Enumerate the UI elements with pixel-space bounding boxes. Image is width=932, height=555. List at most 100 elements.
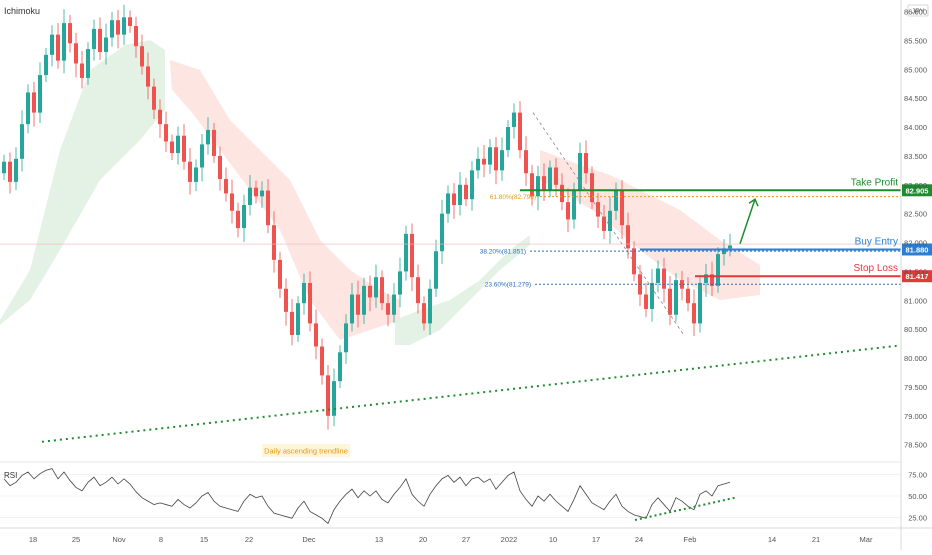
candle-body	[176, 135, 180, 154]
candle-body	[164, 124, 168, 142]
candle-body	[140, 46, 144, 67]
candle-body	[68, 23, 72, 44]
currency-badge[interactable]	[907, 4, 929, 17]
price-tick-label: 79.500	[904, 383, 927, 392]
time-tick-label: 20	[419, 535, 427, 544]
overlays: 61.80%(82.796) 38.20%(81.851) 23.60%(81.27…	[0, 112, 932, 457]
candle-body	[524, 150, 528, 174]
price-tick-label: 79.000	[904, 412, 927, 421]
candle-body	[134, 25, 138, 47]
candle-body	[608, 210, 612, 231]
candle-body	[26, 92, 30, 125]
candle-body	[398, 271, 402, 295]
time-tick-label: 27	[462, 535, 470, 544]
rsi-pane	[3, 468, 736, 525]
candle-body	[92, 28, 96, 50]
level-label-buy_entry: Buy Entry	[855, 236, 898, 247]
candle-body	[530, 173, 534, 197]
candle-body	[356, 294, 360, 315]
candle-body	[548, 167, 552, 191]
time-tick-label: Feb	[684, 535, 697, 544]
candle-body	[62, 23, 66, 61]
time-tick-label: 15	[200, 535, 208, 544]
candle-body	[206, 129, 210, 145]
trendline-label: Daily ascending trendline	[264, 447, 348, 456]
price-tick-label: 80.000	[904, 354, 927, 363]
candle-body	[272, 225, 276, 260]
candle-body	[416, 277, 420, 304]
price-tick-label: 83.000	[904, 181, 927, 190]
candle-body	[644, 294, 648, 309]
time-tick-label: 24	[635, 535, 643, 544]
price-tick-label: 85.500	[904, 36, 927, 45]
candle-body	[446, 193, 450, 214]
candle-body	[224, 179, 228, 194]
price-tick-label: 85.000	[904, 65, 927, 74]
candle-body	[716, 254, 720, 286]
trendline-label-bg	[262, 444, 350, 457]
price-tick-label: 83.500	[904, 152, 927, 161]
candle-body	[182, 135, 186, 162]
candle-body	[158, 109, 162, 125]
candle-body	[470, 170, 474, 200]
candle-body	[350, 294, 354, 324]
time-tick-label: 25	[72, 535, 80, 544]
candle-body	[584, 153, 588, 174]
candle-body	[566, 202, 570, 220]
price-tick-label: 84.000	[904, 123, 927, 132]
price-tick-label: 81.000	[904, 296, 927, 305]
rsi-tick-label: 50.00	[908, 492, 927, 501]
candle-body	[8, 161, 12, 182]
candle-body	[2, 161, 6, 174]
time-tick-label: Nov	[112, 535, 126, 544]
price-tick-label: 82.500	[904, 210, 927, 219]
candle-body	[386, 303, 390, 315]
level-value-stop_loss: 81.417	[906, 272, 929, 281]
fib-label: 38.20%(81.851)	[480, 249, 526, 256]
candle-body	[596, 202, 600, 217]
candle-body	[614, 190, 618, 211]
candle-body	[146, 66, 150, 87]
indicator-label: Ichimoku	[4, 6, 40, 16]
candle-body	[284, 288, 288, 312]
projection-arrow	[739, 198, 756, 244]
candle-body	[248, 187, 252, 206]
candle-body	[290, 311, 294, 335]
candle-body	[368, 285, 372, 298]
candle-body	[422, 303, 426, 324]
candle-body	[662, 268, 666, 289]
time-tick-label: 2022	[501, 535, 518, 544]
candle-body	[296, 303, 300, 335]
level-badge-stop_loss	[902, 270, 932, 283]
candle-body	[344, 323, 348, 353]
candle-body	[728, 245, 732, 249]
candle-body	[380, 277, 384, 304]
candle-body	[44, 54, 48, 76]
rsi-tick-label: 25.00	[908, 513, 927, 522]
candle-body	[620, 190, 624, 226]
time-tick-label: Mar	[860, 535, 873, 544]
candle-body	[122, 17, 126, 35]
candle-body	[512, 112, 516, 128]
candle-body	[458, 184, 462, 206]
candle-body	[590, 173, 594, 203]
candle-body	[14, 158, 18, 182]
candle-body	[428, 288, 432, 324]
axes: 86.000 85.500 85.000 84.500 84.000 83.500 83.0…	[29, 8, 927, 544]
candle-body	[38, 75, 42, 113]
candle-body	[170, 141, 174, 154]
time-tick-label: 21	[812, 535, 820, 544]
candle-body	[332, 381, 336, 416]
time-tick-label: 18	[29, 535, 37, 544]
candle-body	[554, 167, 558, 185]
candle-body	[488, 147, 492, 165]
time-tick-label: 13	[375, 535, 383, 544]
candle-body	[680, 280, 684, 289]
candle-body	[308, 282, 312, 324]
candle-body	[278, 259, 282, 289]
rsi-label: RSI	[4, 471, 17, 480]
candle-body	[686, 288, 690, 304]
candle-body	[500, 150, 504, 171]
